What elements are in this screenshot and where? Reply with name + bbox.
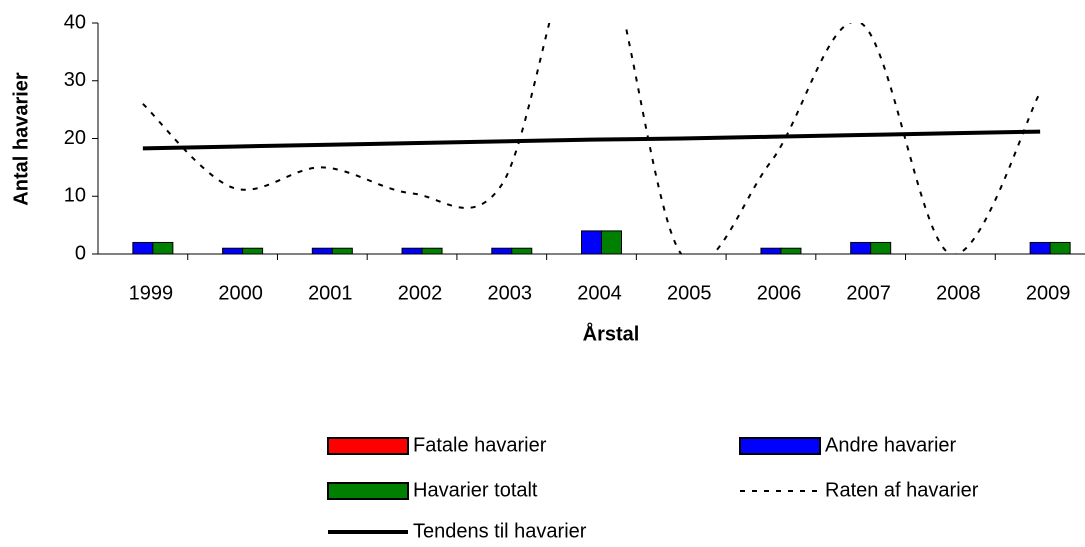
bar	[511, 247, 533, 255]
bar	[152, 241, 174, 255]
x-axis-label: Årstal	[583, 321, 640, 345]
y-tick-label: 30	[64, 69, 86, 91]
legend-label: Fatale havarier	[413, 434, 547, 456]
bar	[1049, 241, 1071, 255]
bar	[401, 247, 423, 255]
y-tick-label: 0	[75, 242, 86, 264]
legend-label: Raten af havarier	[825, 479, 979, 501]
x-tick-label: 2005	[667, 282, 712, 304]
bar	[581, 230, 602, 255]
legend-label: Andre havarier	[825, 434, 957, 456]
bar	[760, 247, 782, 255]
bar	[311, 247, 333, 255]
legend-swatch	[739, 437, 821, 455]
lines	[142, 23, 1042, 254]
x-tick-label: 2007	[846, 282, 891, 304]
y-axis-label: Antal havarier	[10, 72, 32, 206]
bar	[870, 241, 892, 255]
x-tick-label: 2001	[308, 282, 353, 304]
bar	[132, 241, 154, 255]
bar	[242, 247, 264, 255]
x-tick-label: 1999	[129, 282, 174, 304]
x-tick-label: 2002	[398, 282, 443, 304]
bar	[850, 241, 872, 255]
legend-label: Havarier totalt	[413, 479, 538, 501]
bar	[222, 247, 244, 255]
rate-line	[142, 23, 1042, 254]
bar	[780, 247, 802, 255]
y-tick-label: 10	[64, 185, 86, 207]
x-tick-label: 2003	[488, 282, 533, 304]
y-tick-label: 40	[64, 11, 86, 33]
legend-label: Tendens til havarier	[413, 520, 587, 542]
x-tick-label: 2008	[936, 282, 981, 304]
bar	[331, 247, 353, 255]
bar	[491, 247, 513, 255]
x-tick-label: 2000	[218, 282, 263, 304]
x-tick-label: 2004	[577, 282, 622, 304]
x-tick-label: 2009	[1026, 282, 1071, 304]
y-tick-label: 20	[64, 127, 86, 149]
legend-swatch	[327, 482, 409, 500]
trend-line	[142, 129, 1041, 151]
legend-swatch	[327, 437, 409, 455]
x-tick-label: 2006	[757, 282, 802, 304]
bar	[601, 230, 622, 255]
bar	[421, 247, 443, 255]
bar	[1029, 241, 1051, 255]
